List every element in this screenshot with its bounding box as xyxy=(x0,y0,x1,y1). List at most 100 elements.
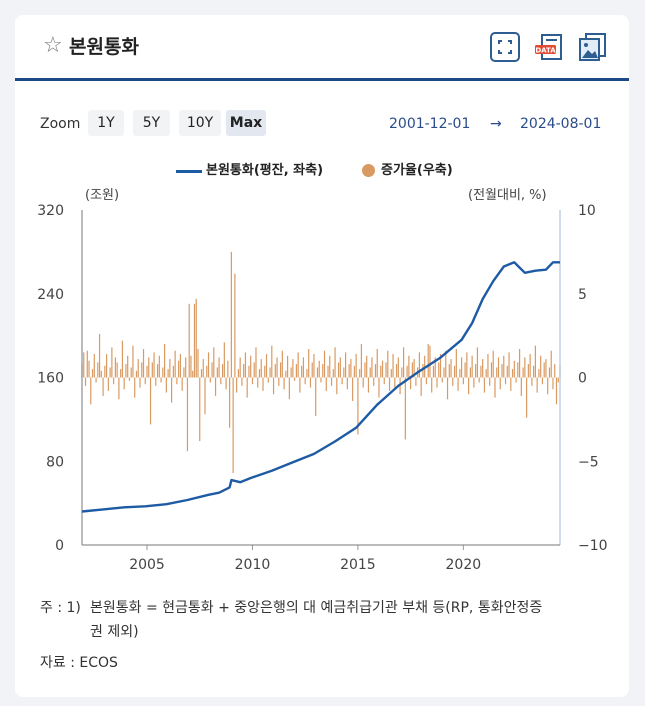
growth-bar xyxy=(297,352,299,378)
growth-bar xyxy=(452,377,454,386)
growth-bar xyxy=(111,347,113,378)
growth-bar xyxy=(355,354,357,378)
growth-bar xyxy=(446,377,449,400)
growth-bar xyxy=(550,350,552,378)
growth-bar xyxy=(526,377,528,418)
growth-bar xyxy=(541,377,544,385)
growth-bar xyxy=(139,377,141,388)
growth-bar xyxy=(322,364,324,378)
growth-bar xyxy=(218,357,220,378)
growth-bar xyxy=(334,347,336,378)
growth-bar xyxy=(241,377,243,386)
growth-bar xyxy=(420,377,422,396)
chart-card: ☆ 본원통화 DATA xyxy=(15,15,629,697)
growth-bar xyxy=(376,349,378,378)
growth-bar xyxy=(327,365,329,378)
growth-bar xyxy=(281,350,283,378)
growth-bar xyxy=(320,377,322,383)
growth-bar xyxy=(466,352,468,378)
growth-bar xyxy=(418,352,421,378)
growth-bar xyxy=(483,377,486,393)
growth-bar xyxy=(288,377,290,400)
growth-bar xyxy=(220,377,222,385)
legend-series1-label[interactable]: 본원통화(평잔, 좌축) xyxy=(206,163,324,178)
growth-bar xyxy=(107,377,109,391)
growth-bar xyxy=(292,359,294,378)
growth-bar xyxy=(149,377,152,425)
growth-bar xyxy=(120,369,122,378)
growth-bar xyxy=(482,359,484,378)
growth-bar xyxy=(279,362,282,378)
growth-bar xyxy=(499,377,501,390)
growth-bar xyxy=(408,355,410,378)
x-tick-label: 2020 xyxy=(446,557,482,573)
zoom-max-button[interactable]: Max xyxy=(226,110,266,136)
growth-bar xyxy=(385,362,387,378)
growth-bar xyxy=(144,377,146,385)
growth-bar xyxy=(88,360,90,378)
legend-line-swatch[interactable] xyxy=(176,170,202,173)
growth-bar xyxy=(295,364,297,378)
growth-bar xyxy=(265,354,268,378)
growth-bar xyxy=(524,357,526,378)
growth-bar xyxy=(364,362,366,378)
growth-bar xyxy=(207,352,210,378)
card-header: ☆ 본원통화 DATA xyxy=(15,15,629,81)
growth-bar xyxy=(346,377,348,390)
range-end[interactable]: 2024-08-01 xyxy=(520,116,602,132)
image-download-button[interactable] xyxy=(577,32,607,62)
data-download-button[interactable]: DATA xyxy=(534,32,564,62)
growth-bar xyxy=(311,362,313,378)
growth-bar xyxy=(244,352,247,378)
growth-bar xyxy=(146,365,148,378)
growth-bar xyxy=(91,369,94,378)
growth-bar xyxy=(121,340,124,378)
growth-bar xyxy=(258,369,261,378)
image-file-icon xyxy=(579,33,606,61)
growth-bar xyxy=(457,377,459,391)
growth-bar xyxy=(487,354,489,378)
growth-bar xyxy=(130,367,132,378)
growth-bar xyxy=(387,350,389,378)
growth-bar xyxy=(383,377,385,385)
y-right-tick-label: −5 xyxy=(578,454,599,470)
growth-bar xyxy=(116,362,118,378)
growth-bar xyxy=(476,347,479,378)
growth-bar xyxy=(276,357,278,378)
growth-bar xyxy=(506,365,508,378)
growth-bar xyxy=(497,357,500,378)
growth-bar xyxy=(448,364,450,378)
zoom-label: Zoom xyxy=(40,116,81,132)
growth-bar xyxy=(267,377,269,383)
range-start[interactable]: 2001-12-01 xyxy=(389,116,471,132)
growth-bar xyxy=(540,355,542,378)
note-line1: 본원통화 = 현금통화 + 중앙은행의 대 예금취급기관 부채 등(RP, 통화… xyxy=(90,600,543,616)
legend-dot-swatch[interactable] xyxy=(362,164,375,177)
zoom-10y-button[interactable]: 10Y xyxy=(179,110,221,136)
growth-bar xyxy=(302,357,305,378)
growth-bar xyxy=(287,355,289,378)
growth-bar xyxy=(371,357,373,378)
growth-bar xyxy=(501,364,503,378)
growth-bar xyxy=(158,355,160,378)
zoom-5y-button[interactable]: 5Y xyxy=(133,110,170,136)
growth-bar xyxy=(362,377,364,388)
growth-bar xyxy=(176,377,178,385)
growth-bar xyxy=(248,365,250,378)
growth-bar xyxy=(513,360,515,378)
growth-bar xyxy=(471,355,473,378)
zoom-1y-button[interactable]: 1Y xyxy=(88,110,124,136)
growth-bar xyxy=(255,347,257,378)
growth-bar xyxy=(450,359,452,378)
x-tick-label: 2005 xyxy=(129,557,165,573)
data-file-icon: DATA xyxy=(535,34,562,60)
legend-series2-label[interactable]: 증가율(우축) xyxy=(381,163,453,178)
x-tick-label: 2015 xyxy=(340,557,376,573)
growth-bar xyxy=(511,369,514,378)
favorite-star-icon[interactable]: ☆ xyxy=(43,33,63,58)
growth-bar xyxy=(98,333,101,378)
growth-bar xyxy=(93,354,95,378)
fullscreen-button[interactable] xyxy=(490,32,520,62)
growth-bar xyxy=(548,367,551,378)
growth-bar xyxy=(485,369,487,378)
